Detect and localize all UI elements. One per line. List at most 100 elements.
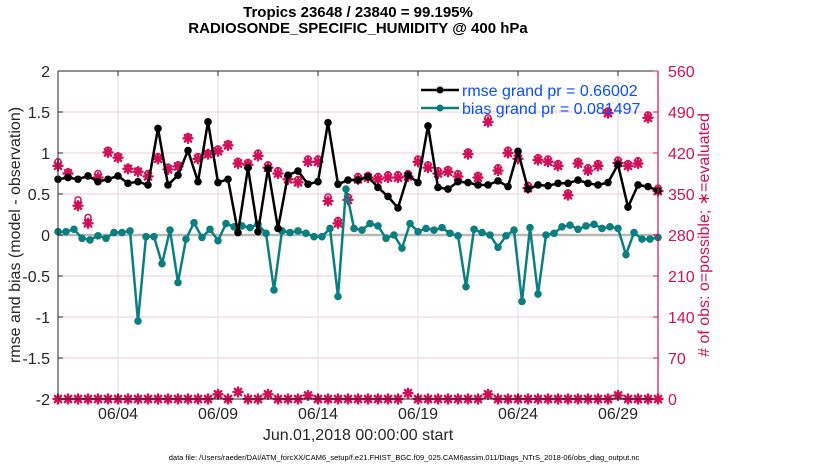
obs-baseline-marker <box>482 388 494 401</box>
obs-baseline-marker <box>232 386 244 398</box>
bias-marker <box>478 228 486 237</box>
bias-marker <box>142 232 150 241</box>
obs-evaluated-marker <box>492 164 504 177</box>
obs-evaluated-dot <box>635 160 641 167</box>
obs-evaluated-marker <box>292 176 304 188</box>
rmse-marker <box>454 177 462 186</box>
bias-marker <box>182 235 190 243</box>
obs-evaluated-marker <box>82 217 94 229</box>
obs-evaluated-marker <box>622 160 634 172</box>
obs-evaluated-marker <box>152 153 164 165</box>
obs-evaluated-marker <box>552 160 564 172</box>
obs-evaluated-dot <box>225 142 231 149</box>
legend: rmse grand pr = 0.66002 bias grand pr = … <box>421 83 640 118</box>
bias-marker <box>318 232 326 241</box>
obs-evaluated-dot <box>485 391 491 398</box>
obs-evaluated-dot <box>405 390 411 397</box>
bias-marker <box>566 221 574 229</box>
bias-marker <box>302 229 310 238</box>
data-file-footnote: data file: /Users/raeder/DAI/ATM_forcXX/… <box>169 453 640 462</box>
bias-marker <box>502 232 510 240</box>
obs-evaluated-dot <box>575 160 581 167</box>
obs-evaluated-marker <box>312 156 324 168</box>
obs-evaluated-marker <box>322 195 334 207</box>
obs-evaluated-marker <box>122 163 134 175</box>
obs-evaluated-marker <box>582 164 594 177</box>
rmse-marker <box>84 172 92 180</box>
obs-evaluated-marker <box>182 132 194 145</box>
obs-evaluated-dot <box>565 192 571 199</box>
obs-evaluated-dot <box>135 168 141 175</box>
bias-marker <box>622 250 630 259</box>
bias-marker <box>606 223 614 231</box>
obs-evaluated-dot <box>495 167 501 174</box>
bias-marker <box>574 225 582 234</box>
rmse-marker <box>574 176 582 184</box>
rmse-marker <box>104 175 112 184</box>
rmse-marker <box>154 124 162 133</box>
obs-evaluated-dot <box>265 391 271 398</box>
y-right-tick-label: 280 <box>668 228 695 245</box>
obs-evaluated-marker <box>592 160 604 172</box>
obs-evaluated-dot <box>625 162 631 169</box>
rmse-marker <box>544 182 552 190</box>
rmse-marker <box>424 122 432 130</box>
rmse-marker <box>404 171 412 179</box>
x-tick-label: 06/19 <box>398 406 438 423</box>
bias-marker <box>430 226 438 234</box>
obs-evaluated-dot <box>205 151 211 158</box>
rmse-marker <box>524 185 532 193</box>
y-tick-label: 0.5 <box>28 187 50 204</box>
bias-marker <box>542 231 550 239</box>
rmse-marker <box>204 118 212 126</box>
obs-evaluated-dot <box>235 388 241 395</box>
obs-evaluated-marker <box>102 146 114 159</box>
rmse-marker <box>334 180 342 188</box>
bias-marker <box>462 282 470 291</box>
obs-evaluated-marker <box>112 151 124 164</box>
bias-marker <box>158 259 166 268</box>
rmse-marker <box>244 163 252 172</box>
bias-marker <box>374 222 382 230</box>
obs-evaluated-dot <box>455 173 461 180</box>
obs-evaluated-dot <box>335 220 341 227</box>
bias-marker <box>326 224 334 233</box>
rmse-marker <box>414 178 422 187</box>
bias-marker <box>214 236 222 245</box>
rmse-marker <box>74 175 82 184</box>
obs-evaluated-marker <box>212 145 224 157</box>
y-axis-label-right: # of obs: o=possible; ∗=evaluated <box>696 113 713 357</box>
rmse-marker <box>494 177 502 185</box>
bias-marker <box>470 225 478 234</box>
rmse-marker <box>284 171 292 179</box>
rmse-marker <box>344 176 352 184</box>
y-tick-label: 1.5 <box>28 105 50 122</box>
bias-marker <box>598 224 606 233</box>
obs-evaluated-dot <box>415 158 421 165</box>
x-tick-label: 06/24 <box>498 406 538 423</box>
legend-rmse-marker <box>436 86 444 94</box>
y-right-tick-label: 140 <box>668 310 695 327</box>
obs-evaluated-dot <box>585 167 591 174</box>
obs-evaluated-dot <box>315 158 321 165</box>
obs-evaluated-dot <box>295 179 301 186</box>
x-tick-label: 06/04 <box>98 406 138 423</box>
bias-marker <box>406 219 414 228</box>
y-axis-label: rmse and bias (model - observation) <box>7 107 24 363</box>
obs-evaluated-dot <box>535 157 541 164</box>
obs-evaluated-marker <box>412 156 424 168</box>
bias-marker <box>550 229 558 238</box>
bias-marker <box>454 232 462 240</box>
obs-evaluated-dot <box>155 155 161 162</box>
bias-marker <box>646 235 654 243</box>
rmse-marker <box>614 160 622 169</box>
bias-marker <box>382 234 390 243</box>
bias-marker <box>206 225 214 234</box>
obs-evaluated-dot <box>255 152 261 159</box>
bias-marker <box>630 228 638 237</box>
rmse-marker <box>64 173 72 182</box>
obs-evaluated-dot <box>395 174 401 181</box>
obs-evaluated-dot <box>375 176 381 183</box>
rmse-marker <box>94 177 102 186</box>
rmse-marker <box>144 181 152 189</box>
